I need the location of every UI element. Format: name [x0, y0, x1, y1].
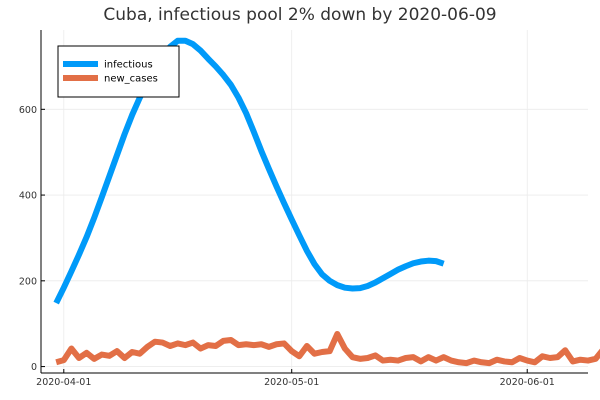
legend-label-infectious: infectious	[104, 60, 153, 71]
series-line-new-cases	[55, 330, 600, 367]
x-tick-label: 2020-04-01	[36, 377, 91, 388]
y-tick-label: 0	[31, 362, 37, 373]
series-line-infectious	[53, 37, 445, 305]
x-tick-label: 2020-05-01	[264, 377, 319, 388]
y-tick-label: 400	[19, 191, 37, 202]
chart-title: Cuba, infectious pool 2% down by 2020-06…	[103, 5, 496, 25]
legend-box	[57, 45, 180, 98]
tick-labels: 0 200 400 600 2020-04-01 2020-05-01 2020-06-01	[19, 105, 555, 388]
y-tick-label: 200	[19, 276, 37, 287]
y-tick-label: 600	[19, 105, 37, 116]
axes	[40, 30, 588, 374]
x-tick-label: 2020-06-01	[500, 377, 555, 388]
legend-label-new-cases: new_cases	[104, 74, 158, 85]
legend: infectious new_cases	[57, 45, 180, 98]
series-lines	[53, 37, 600, 367]
